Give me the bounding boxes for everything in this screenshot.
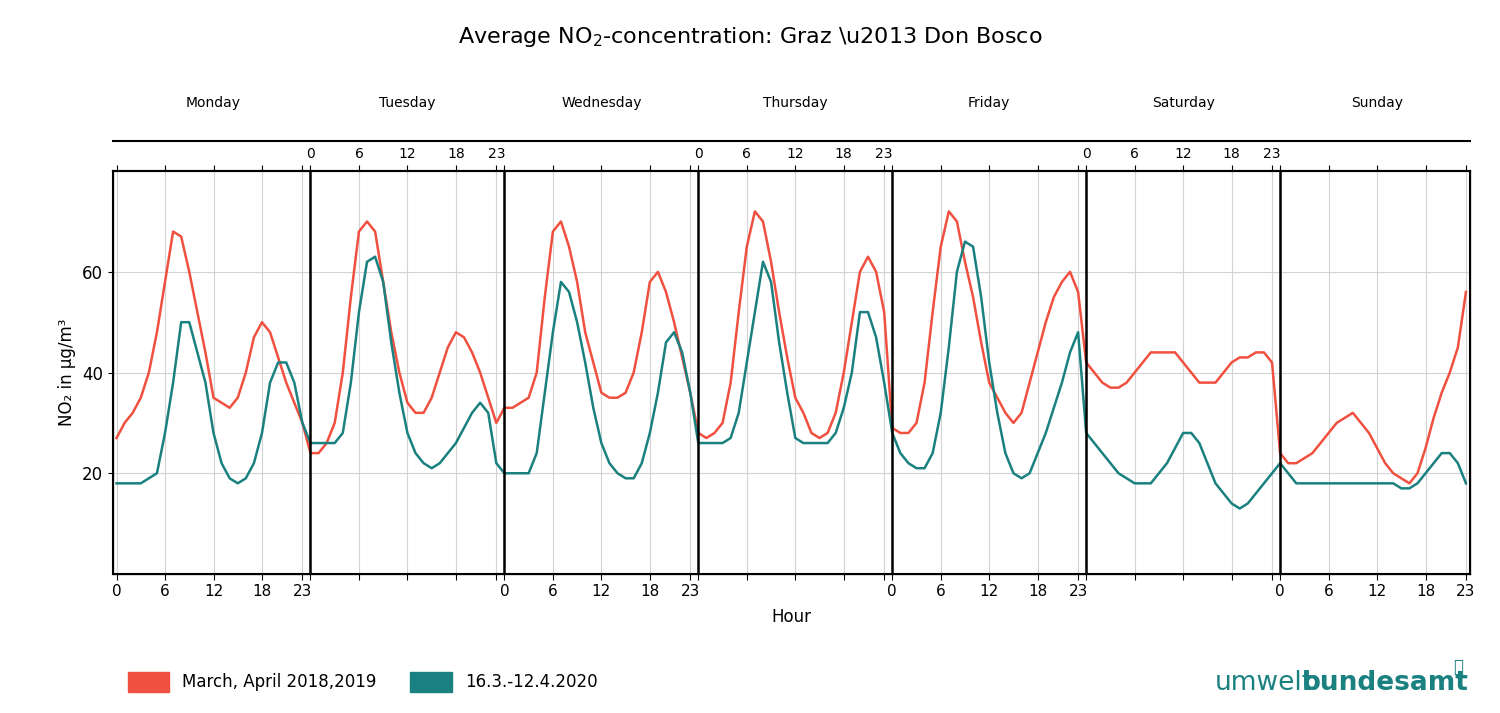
Y-axis label: NO₂ in μg/m³: NO₂ in μg/m³ — [58, 319, 76, 426]
Text: umwelt: umwelt — [1215, 670, 1312, 696]
Text: Average NO$_2$-concentration: Graz \u2013 Don Bosco: Average NO$_2$-concentration: Graz \u201… — [458, 25, 1042, 49]
X-axis label: Hour: Hour — [771, 607, 812, 626]
Legend: March, April 2018,2019, 16.3.-12.4.2020: March, April 2018,2019, 16.3.-12.4.2020 — [122, 665, 604, 699]
Text: bundesamt: bundesamt — [1302, 670, 1468, 696]
Text: Ⓤ: Ⓤ — [1454, 657, 1462, 676]
